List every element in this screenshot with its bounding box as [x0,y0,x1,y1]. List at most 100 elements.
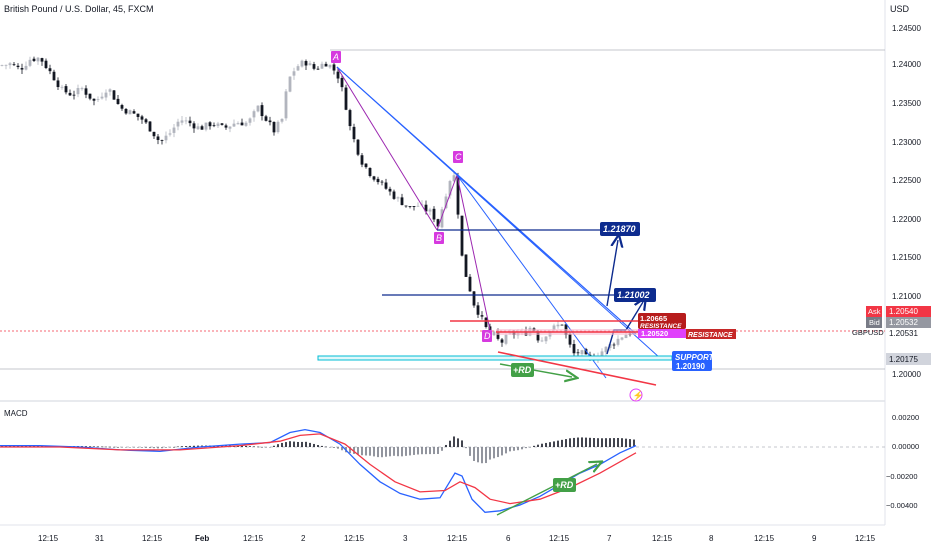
time-tick: 12:15 [447,534,468,543]
candle-body [88,93,92,99]
candle-body [360,155,364,165]
candle-body [560,324,564,326]
candle-body [308,63,312,66]
candle-body [376,178,380,183]
candle-body [504,334,508,344]
histogram-bar [405,447,407,456]
candle-body [296,66,300,71]
histogram-bar [173,446,175,448]
candle-body [280,118,284,122]
candle-body [316,68,320,70]
histogram-bar [565,439,567,447]
point-a-badge [331,51,341,63]
candle-body [212,125,216,127]
histogram-bar [601,438,603,447]
histogram-bar [313,443,315,447]
candle-body [368,167,372,176]
candle-body [4,64,8,66]
trendline-d [456,174,607,379]
candle-body [620,337,624,340]
macd-tick: −0.00200 [886,472,918,481]
time-tick: 31 [95,534,104,543]
price-tick: 1.22000 [892,215,921,224]
candle-body [160,140,164,141]
candle-body [624,334,628,339]
candlestick-series [0,56,636,364]
histogram-bar [329,447,331,448]
ask-value: 1.20540 [889,307,918,316]
candle-body [252,111,256,118]
resistance-label: RESISTANCE [640,323,682,330]
trendline-c [456,174,637,335]
candle-body [344,87,348,110]
histogram-bar [325,446,327,448]
candle-body [40,58,44,62]
macd-rd-arrow [496,464,597,516]
candle-body [392,191,396,199]
candle-body [84,88,88,95]
candle-body [80,88,84,90]
lower-red-trendline [497,351,657,386]
histogram-bar [537,444,539,447]
histogram-bar [561,439,563,447]
candle-body [176,121,180,127]
histogram-bar [421,447,423,455]
time-tick: 6 [506,534,511,543]
histogram-bar [177,446,179,448]
histogram-bar [149,447,151,449]
price-tick: 1.22500 [892,176,921,185]
price-tick: 1.21000 [892,292,921,301]
histogram-bar [389,447,391,457]
histogram-bar [497,447,499,458]
trendlines [336,66,661,379]
histogram-bar [25,445,27,447]
candle-body [220,123,224,125]
histogram-bar [433,447,435,455]
histogram-bar [549,442,551,447]
support-label: SUPPORT [675,353,715,362]
histogram-bar [529,447,531,448]
candle-body [236,123,240,125]
bid-label: Bid [869,318,880,327]
candle-body [388,188,392,192]
histogram-bar [569,438,571,447]
candle-body [380,181,384,183]
candle-body [0,65,4,67]
macd-tick: 0.00200 [892,413,919,422]
time-tick: 12:15 [855,534,876,543]
histogram-bar [117,446,119,448]
candle-body [580,350,584,355]
histogram-bar [425,447,427,455]
price-axis-ticks: 1.24500 1.24000 1.23500 1.23000 1.22500 … [892,24,921,379]
candle-body [28,59,32,66]
candle-body [552,325,556,330]
histogram-bar [589,437,591,447]
histogram-bar [441,447,443,451]
ask-badge [886,306,931,317]
candle-body [120,105,124,109]
histogram-bar [509,447,511,452]
histogram-bar [317,445,319,447]
target1-label: 1.21870 [603,224,636,234]
histogram-bar [493,447,495,459]
candle-body [116,98,120,105]
histogram-bar [513,447,515,451]
candle-body [72,94,76,96]
candle-body [500,339,504,343]
price-tick: 1.23500 [892,99,921,108]
histogram-bar [557,440,559,447]
event-lightning-icon[interactable] [629,388,643,402]
histogram-bar [105,446,107,448]
candle-body [408,206,412,207]
macd-rd-badge [553,478,576,492]
candle-body [140,116,144,120]
price-tick: 1.21500 [892,253,921,262]
bid-badge-label-bg [866,317,882,328]
candle-body [356,139,360,155]
histogram-bar [429,447,431,455]
bid-badge [886,317,931,328]
histogram-bar [581,437,583,447]
histogram-bar [617,438,619,447]
candle-body [452,175,456,182]
time-tick: Feb [195,534,209,543]
